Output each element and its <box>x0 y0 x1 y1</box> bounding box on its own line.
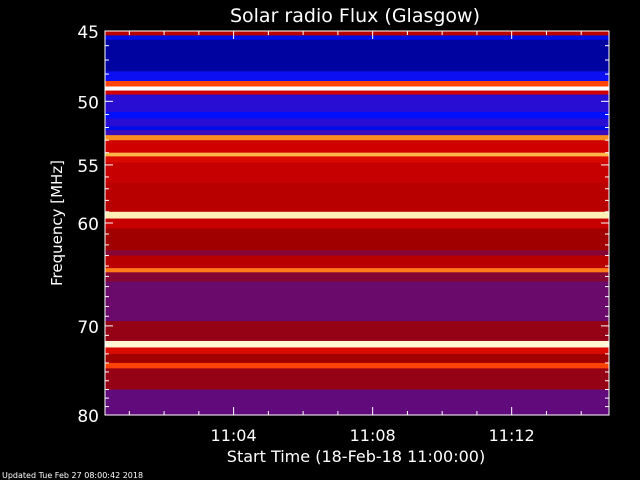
heatmap-band-29 <box>105 353 609 364</box>
heatmap-band-2 <box>105 39 609 72</box>
heatmap-band-9 <box>105 118 609 127</box>
heatmap-band-10 <box>105 126 609 131</box>
y-tick-label-70: 70 <box>77 318 99 338</box>
heatmap-band-19 <box>105 218 609 230</box>
heatmap-band-13 <box>105 140 609 154</box>
heatmap-band-14 <box>105 152 609 157</box>
heatmap-band-8 <box>105 111 609 120</box>
heatmap-band-20 <box>105 228 609 251</box>
x-tick-label-11:12: 11:12 <box>489 426 535 445</box>
x-tick-label-11:08: 11:08 <box>350 426 396 445</box>
heatmap-band-3 <box>105 71 609 82</box>
heatmap-band-28 <box>105 347 609 355</box>
heatmap-band-23 <box>105 268 609 273</box>
updated-timestamp: Updated Tue Feb 27 08:00:42 2018 <box>2 471 143 480</box>
heatmap-band-18 <box>105 211 609 220</box>
heatmap-band-11 <box>105 130 609 136</box>
heatmap-band-22 <box>105 255 609 269</box>
x-axis-label: Start Time (18-Feb-18 11:00:00) <box>227 447 485 466</box>
heatmap-band-26 <box>105 321 609 342</box>
heatmap-band-25 <box>105 281 609 322</box>
y-axis: 45 50 55 60 70 80 <box>77 23 609 427</box>
y-tick-label-60: 60 <box>77 215 99 235</box>
heatmap-band-31 <box>105 368 609 391</box>
heatmap-band-32 <box>105 389 609 416</box>
heatmap-band-7 <box>105 94 609 113</box>
y-tick-label-55: 55 <box>77 157 99 177</box>
heatmap-band-30 <box>105 362 609 369</box>
heatmap-band-1 <box>105 35 609 41</box>
heatmap-band-0 <box>105 31 609 37</box>
y-tick-label-45: 45 <box>77 23 99 43</box>
y-tick-label-80: 80 <box>77 407 99 427</box>
heatmap-band-17 <box>105 182 609 213</box>
heatmap-band-24 <box>105 272 609 283</box>
heatmap-band-16 <box>105 162 609 184</box>
x-axis: 11:04 11:08 11:12 <box>128 31 582 445</box>
heatmap-band-5 <box>105 86 609 92</box>
heatmap-band-6 <box>105 90 609 96</box>
heatmap-band-15 <box>105 156 609 164</box>
heatmap-band-12 <box>105 135 609 141</box>
heatmap-band-4 <box>105 80 609 88</box>
chart-title: Solar radio Flux (Glasgow) <box>230 5 480 27</box>
x-tick-label-11:04: 11:04 <box>211 426 257 445</box>
heatmap-band-21 <box>105 250 609 257</box>
y-axis-label: Frequency [MHz] <box>48 160 66 286</box>
plot-area <box>105 31 609 416</box>
y-tick-label-50: 50 <box>77 93 99 113</box>
heatmap-band-27 <box>105 340 609 349</box>
